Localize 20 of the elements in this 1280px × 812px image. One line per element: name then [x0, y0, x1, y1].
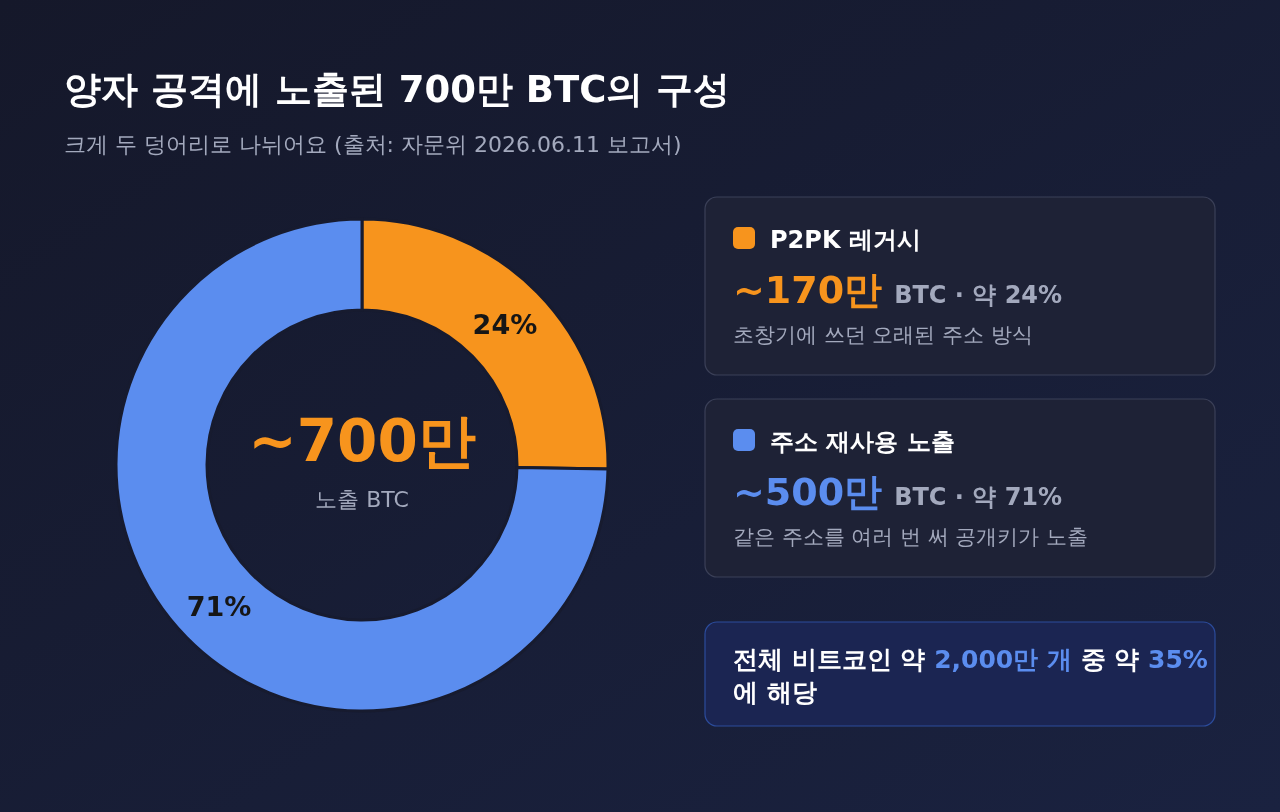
text: ~500만 — [733, 470, 883, 514]
legend-label: 주소 재사용 노출 — [770, 428, 955, 456]
text: ~700만 — [248, 407, 476, 475]
data-label: 71% — [186, 590, 252, 622]
legend-label: P2PK 레거시 — [770, 226, 921, 254]
text: 35% — [1139, 645, 1208, 674]
text: BTC · 약 71% — [894, 483, 1063, 511]
text: BTC · 약 24% — [894, 281, 1063, 309]
donut-slice — [114, 217, 610, 713]
chart-subtitle: 크게 두 덩어리로 나뉘어요 (출처: 자문위 2026.06.11 보고서) — [64, 132, 682, 157]
text: 같은 주소를 여러 번 써 공개키가 노출 — [733, 525, 1089, 549]
text: 2,000만 개 — [925, 645, 1072, 674]
text: 초창기에 쓰던 오래된 주소 방식 — [733, 323, 1033, 347]
data-label: 24% — [472, 308, 538, 340]
text: 노출 BTC — [315, 487, 409, 512]
text: 에 해당 — [733, 678, 817, 707]
text: 전체 비트코인 약 — [733, 645, 926, 674]
chart-title: 양자 공격에 노출된 700만 BTC의 구성 — [64, 68, 731, 111]
text: ~170만 — [733, 268, 883, 312]
text: 중 약 — [1071, 645, 1140, 674]
